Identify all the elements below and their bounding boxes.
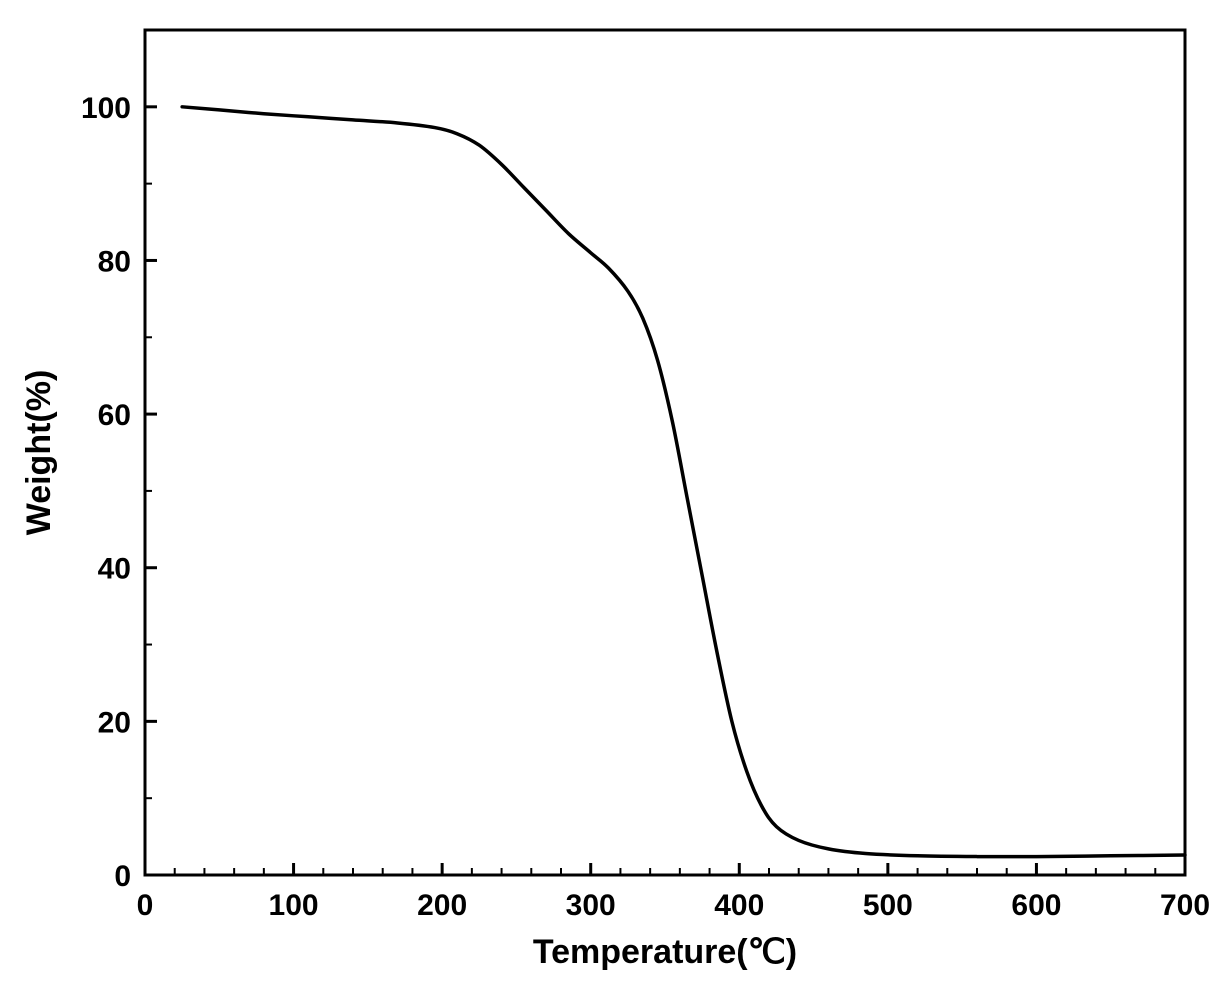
y-tick-label: 0 <box>114 860 131 893</box>
y-tick-label: 60 <box>98 399 131 432</box>
x-tick-label: 0 <box>137 889 154 922</box>
x-tick-label: 500 <box>863 889 913 922</box>
y-tick-label: 80 <box>98 245 131 278</box>
x-tick-label: 700 <box>1160 889 1210 922</box>
chart-svg: 0 100 200 300 400 500 600 700 0 20 40 60 80 100 Temper… <box>0 0 1231 993</box>
y-tick-label: 100 <box>81 92 131 125</box>
x-tick-label: 300 <box>566 889 616 922</box>
x-axis-label: Temperature(℃) <box>533 933 797 971</box>
y-axis-label: Weight(%) <box>20 370 58 536</box>
x-tick-label: 100 <box>269 889 319 922</box>
x-tick-label: 200 <box>417 889 467 922</box>
y-tick-label: 20 <box>98 706 131 739</box>
x-tick-label: 600 <box>1011 889 1061 922</box>
y-tick-label: 40 <box>98 553 131 586</box>
x-tick-label: 400 <box>714 889 764 922</box>
tga-chart: 0 100 200 300 400 500 600 700 0 20 40 60 80 100 Temper… <box>0 0 1231 993</box>
